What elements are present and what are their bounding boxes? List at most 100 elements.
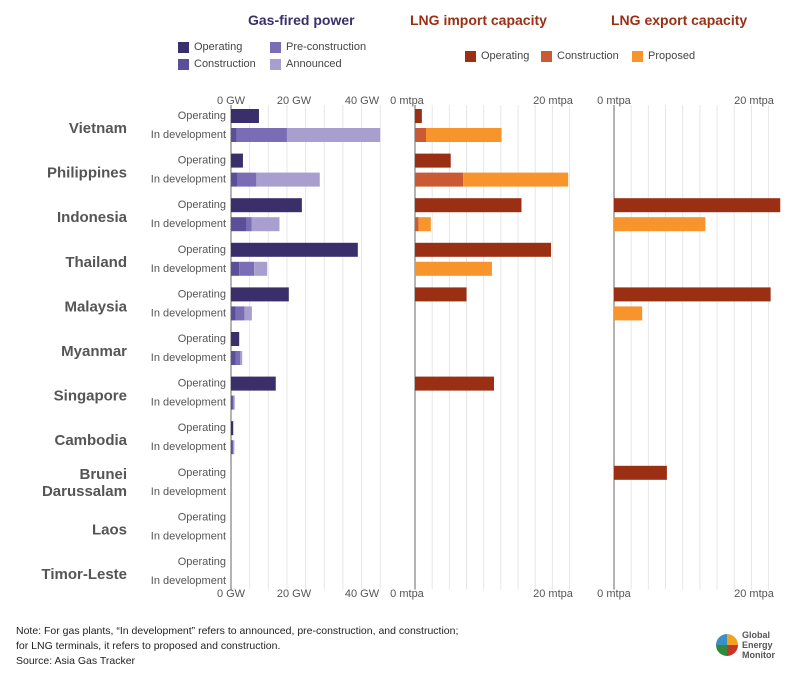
row-label-operating: Operating [178, 199, 226, 211]
country-label: Indonesia [57, 209, 128, 226]
axis-tick-label-bottom: 0 GW [217, 588, 246, 600]
bar-gas-construction [231, 395, 233, 410]
legend-swatch [178, 58, 189, 70]
chart-note: Note: For gas plants, “In development” r… [16, 624, 536, 669]
row-label-in-development: In development [151, 307, 226, 319]
legend-label: Construction [557, 50, 619, 62]
bar-lng-export-operating [614, 287, 771, 302]
legend-swatch [541, 50, 552, 62]
gas-power-title: Gas-fired power [248, 12, 355, 28]
bar-gas-construction [231, 440, 233, 455]
bar-gas-operating [231, 332, 240, 346]
legend-gas-preconstruction: Pre-construction [270, 41, 366, 53]
bar-lng-import-operating [415, 376, 495, 391]
row-label-operating: Operating [178, 155, 226, 167]
axis-tick-label-bottom: 40 GW [345, 588, 380, 600]
legend-swatch [465, 50, 476, 62]
legend-swatch [270, 58, 281, 70]
axis-tick-label-bottom: 0 mtpa [597, 588, 632, 600]
global-energy-monitor-logo: Global Energy Monitor [716, 630, 796, 670]
note-source: Source: Asia Gas Tracker [16, 655, 136, 667]
country-label: Malaysia [64, 298, 127, 315]
legend-lng-construction: Construction [541, 50, 619, 62]
bar-lng-import-operating [415, 109, 422, 123]
axis-tick-label-top: 40 GW [345, 95, 380, 107]
gas-legend: Operating Construction Pre-construction … [178, 41, 398, 77]
bar-lng-import-construction [415, 217, 419, 232]
logo-globe-icon [716, 634, 738, 656]
logo-line: Global [742, 630, 771, 640]
country-label: Vietnam [69, 120, 127, 137]
bar-lng-export-operating [614, 198, 781, 213]
row-label-in-development: In development [151, 575, 226, 587]
country-label: Cambodia [54, 432, 127, 449]
bar-gas-preconstruction [246, 217, 252, 232]
country-label: Laos [92, 521, 127, 538]
bar-gas-construction [231, 351, 236, 365]
lng-export-title: LNG export capacity [611, 12, 748, 28]
axis-tick-label-bottom: 20 mtpa [533, 588, 574, 600]
axis-tick-label-top: 0 GW [217, 95, 246, 107]
bar-gas-announced [233, 440, 235, 455]
legend-gas-announced: Announced [270, 58, 342, 70]
bar-gas-preconstruction [236, 128, 287, 142]
bar-gas-operating [231, 153, 243, 168]
row-label-operating: Operating [178, 556, 226, 568]
row-label-in-development: In development [151, 352, 226, 364]
axis-tick-label-top: 20 mtpa [533, 95, 574, 107]
bar-gas-preconstruction [232, 395, 234, 410]
axis-tick-label-bottom: 20 mtpa [734, 588, 775, 600]
bar-gas-announced [244, 306, 252, 321]
bar-gas-announced [256, 172, 320, 187]
bar-gas-preconstruction [232, 440, 234, 455]
bar-gas-construction [231, 217, 247, 232]
axis-tick-label-top: 20 GW [277, 95, 312, 107]
country-label: Timor-Leste [41, 566, 127, 583]
note-line-2: for LNG terminals, it refers to proposed… [16, 640, 281, 652]
bar-lng-import-operating [415, 287, 467, 302]
bar-lng-import-proposed [415, 261, 492, 276]
lng-import-title: LNG import capacity [410, 12, 547, 28]
legend-label: Announced [286, 58, 342, 70]
bar-gas-construction [231, 306, 236, 321]
bar-gas-operating [231, 421, 234, 436]
bar-lng-import-operating [415, 242, 552, 257]
country-label: Singapore [54, 388, 127, 405]
row-label-in-development: In development [151, 263, 226, 275]
country-label: Thailand [65, 254, 127, 271]
chart-canvas: 0 GW 0 GW 20 GW 20 GW 40 GW 40 GW 0 mtpa 0 mtpa… [41, 95, 781, 600]
legend-label: Pre-construction [286, 41, 367, 53]
bar-lng-import-proposed [463, 172, 569, 187]
logo-text: Global Energy Monitor [742, 630, 775, 660]
bar-gas-construction [231, 261, 240, 276]
row-label-in-development: In development [151, 218, 226, 230]
bar-gas-operating [231, 109, 259, 123]
country-label: Myanmar [61, 343, 127, 360]
axis-tick-label-top: 0 mtpa [597, 95, 632, 107]
row-label-in-development: In development [151, 486, 226, 498]
bar-gas-operating [231, 242, 358, 257]
legend-gas-construction: Construction [178, 58, 256, 70]
logo-line: Monitor [742, 650, 775, 660]
bar-gas-construction [231, 172, 238, 187]
legend-label: Proposed [648, 50, 696, 62]
bar-gas-announced [251, 217, 280, 232]
legend-label: Construction [194, 58, 256, 70]
row-label-in-development: In development [151, 129, 226, 141]
bar-lng-import-construction [415, 172, 464, 187]
bar-gas-announced [286, 128, 381, 142]
bar-gas-preconstruction [239, 261, 255, 276]
axis-tick-label-top: 20 mtpa [734, 95, 775, 107]
row-label-in-development: In development [151, 441, 226, 453]
bar-lng-import-operating [415, 153, 451, 168]
bar-lng-import-construction [415, 128, 426, 142]
bar-lng-import-proposed [418, 217, 431, 232]
legend-label: Operating [194, 41, 243, 53]
legend-swatch [178, 41, 189, 53]
legend-lng-operating: Operating [465, 50, 529, 62]
bar-lng-export-operating [614, 465, 667, 480]
legend-label: Operating [481, 50, 530, 62]
row-label-operating: Operating [178, 422, 226, 434]
row-label-operating: Operating [178, 511, 226, 523]
bar-lng-import-operating [415, 198, 522, 213]
